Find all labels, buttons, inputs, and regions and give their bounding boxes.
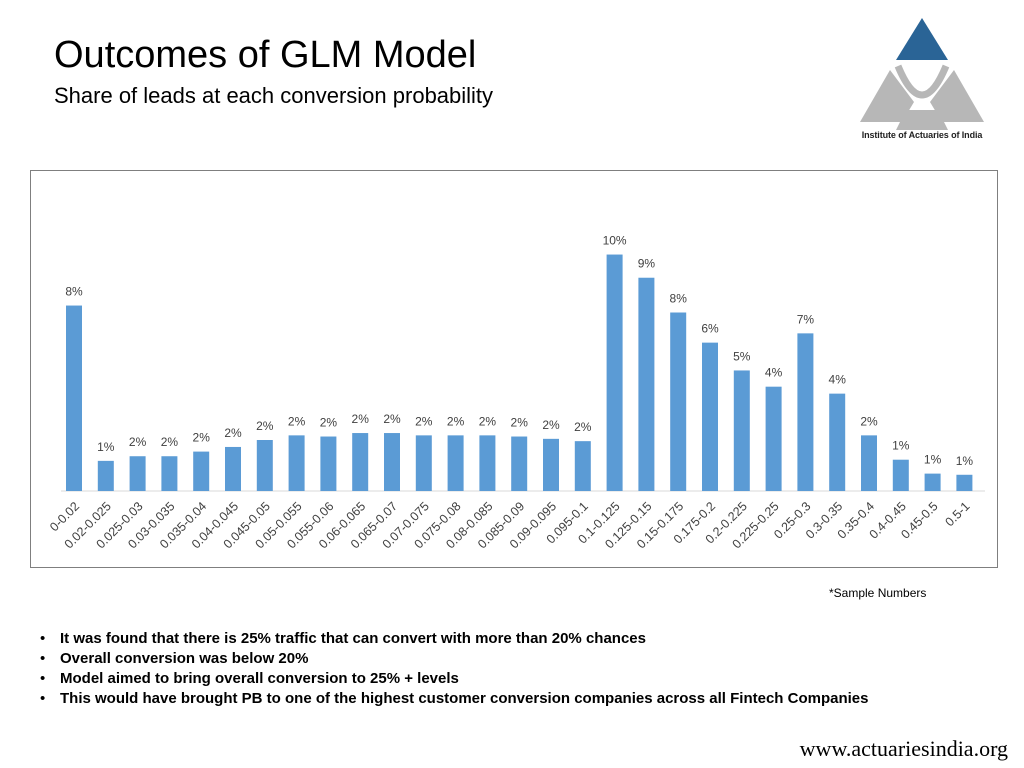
data-label: 2% <box>542 418 560 432</box>
data-label: 2% <box>352 412 370 426</box>
data-label: 4% <box>829 373 847 387</box>
data-label: 2% <box>129 435 147 449</box>
logo-top-triangle <box>896 18 948 60</box>
data-label: 8% <box>670 292 688 306</box>
bar <box>797 333 814 491</box>
bar <box>447 435 464 491</box>
logo-right-triangle <box>930 70 984 122</box>
bar <box>670 312 687 491</box>
data-label: 2% <box>161 435 179 449</box>
bullet-text: It was found that there is 25% traffic t… <box>60 630 646 647</box>
bar <box>225 446 241 491</box>
data-label: 2% <box>288 414 306 428</box>
bar <box>543 438 559 491</box>
data-label: 1% <box>924 453 942 467</box>
bullet-dot-icon: • <box>40 670 46 687</box>
logo-bottom-band <box>896 110 948 130</box>
footer-url[interactable]: www.actuariesindia.org <box>799 736 1008 761</box>
bullet-dot-icon: • <box>40 690 46 707</box>
bullet-text: Overall conversion was below 20% <box>60 650 309 667</box>
bar <box>861 435 877 491</box>
bullet-item: • Model aimed to bring overall conversion… <box>40 669 868 689</box>
bar <box>733 370 750 491</box>
bar <box>892 459 909 491</box>
bullet-text: This would have brought PB to one of the… <box>60 690 869 707</box>
logo-arc <box>894 64 950 99</box>
data-label: 2% <box>479 414 497 428</box>
data-label: 2% <box>447 414 465 428</box>
data-label: 8% <box>65 285 83 299</box>
bullet-list: • It was found that there is 25% traffic … <box>40 629 868 709</box>
bar <box>479 435 496 491</box>
data-label: 2% <box>193 431 211 445</box>
bar <box>924 473 941 491</box>
bar <box>638 277 655 491</box>
data-label: 1% <box>97 440 115 454</box>
data-label: 5% <box>733 349 751 363</box>
bullet-text: Model aimed to bring overall conversion … <box>60 670 459 687</box>
data-label: 2% <box>511 416 529 430</box>
bar <box>288 435 305 491</box>
data-label: 2% <box>860 414 878 428</box>
logo-text: Institute of Actuaries of India <box>861 130 983 140</box>
bar <box>384 433 400 491</box>
iai-logo <box>860 18 984 130</box>
x-tick-label: 0.5-1 <box>942 499 972 529</box>
data-label: 2% <box>320 416 338 430</box>
data-label: 10% <box>603 234 627 248</box>
data-label: 2% <box>224 426 242 440</box>
logo-left-triangle <box>860 70 914 122</box>
bar <box>829 393 846 491</box>
data-label: 2% <box>383 412 401 426</box>
bar-chart: 8%0-0.021%0.02-0.0252%0.025-0.032%0.03-0… <box>47 234 985 551</box>
data-label: 4% <box>765 366 783 380</box>
bullet-item: • It was found that there is 25% traffic … <box>40 629 868 649</box>
bar <box>606 254 623 491</box>
bar <box>320 436 337 491</box>
bar <box>956 474 973 491</box>
sample-note: *Sample Numbers <box>829 586 927 600</box>
bar <box>193 451 210 491</box>
page-title: Outcomes of GLM Model <box>54 34 477 76</box>
bullet-item: • This would have brought PB to one of th… <box>40 689 868 709</box>
bar <box>702 342 718 491</box>
bar <box>574 441 591 491</box>
page-subtitle: Share of leads at each conversion probab… <box>54 83 494 108</box>
bar <box>66 305 82 491</box>
bullet-dot-icon: • <box>40 630 46 647</box>
data-label: 1% <box>892 439 910 453</box>
bar <box>352 433 369 491</box>
data-label: 2% <box>256 419 274 433</box>
data-label: 2% <box>415 414 433 428</box>
data-label: 7% <box>797 312 815 326</box>
bar <box>161 456 178 491</box>
data-label: 2% <box>574 420 592 434</box>
bar <box>256 440 273 491</box>
data-label: 1% <box>956 454 974 468</box>
bar <box>129 456 146 491</box>
bar <box>765 386 782 491</box>
bullet-item: • Overall conversion was below 20% <box>40 649 868 669</box>
bar <box>511 436 528 491</box>
bullet-dot-icon: • <box>40 650 46 667</box>
chart-container: 8% 0-0.02 1% 0.02-0.025 2% 0.025-0.03 2% 0.03-0… <box>30 170 998 568</box>
bar <box>97 460 114 491</box>
data-label: 6% <box>701 322 719 336</box>
data-label: 9% <box>638 257 656 271</box>
bar <box>415 435 432 491</box>
